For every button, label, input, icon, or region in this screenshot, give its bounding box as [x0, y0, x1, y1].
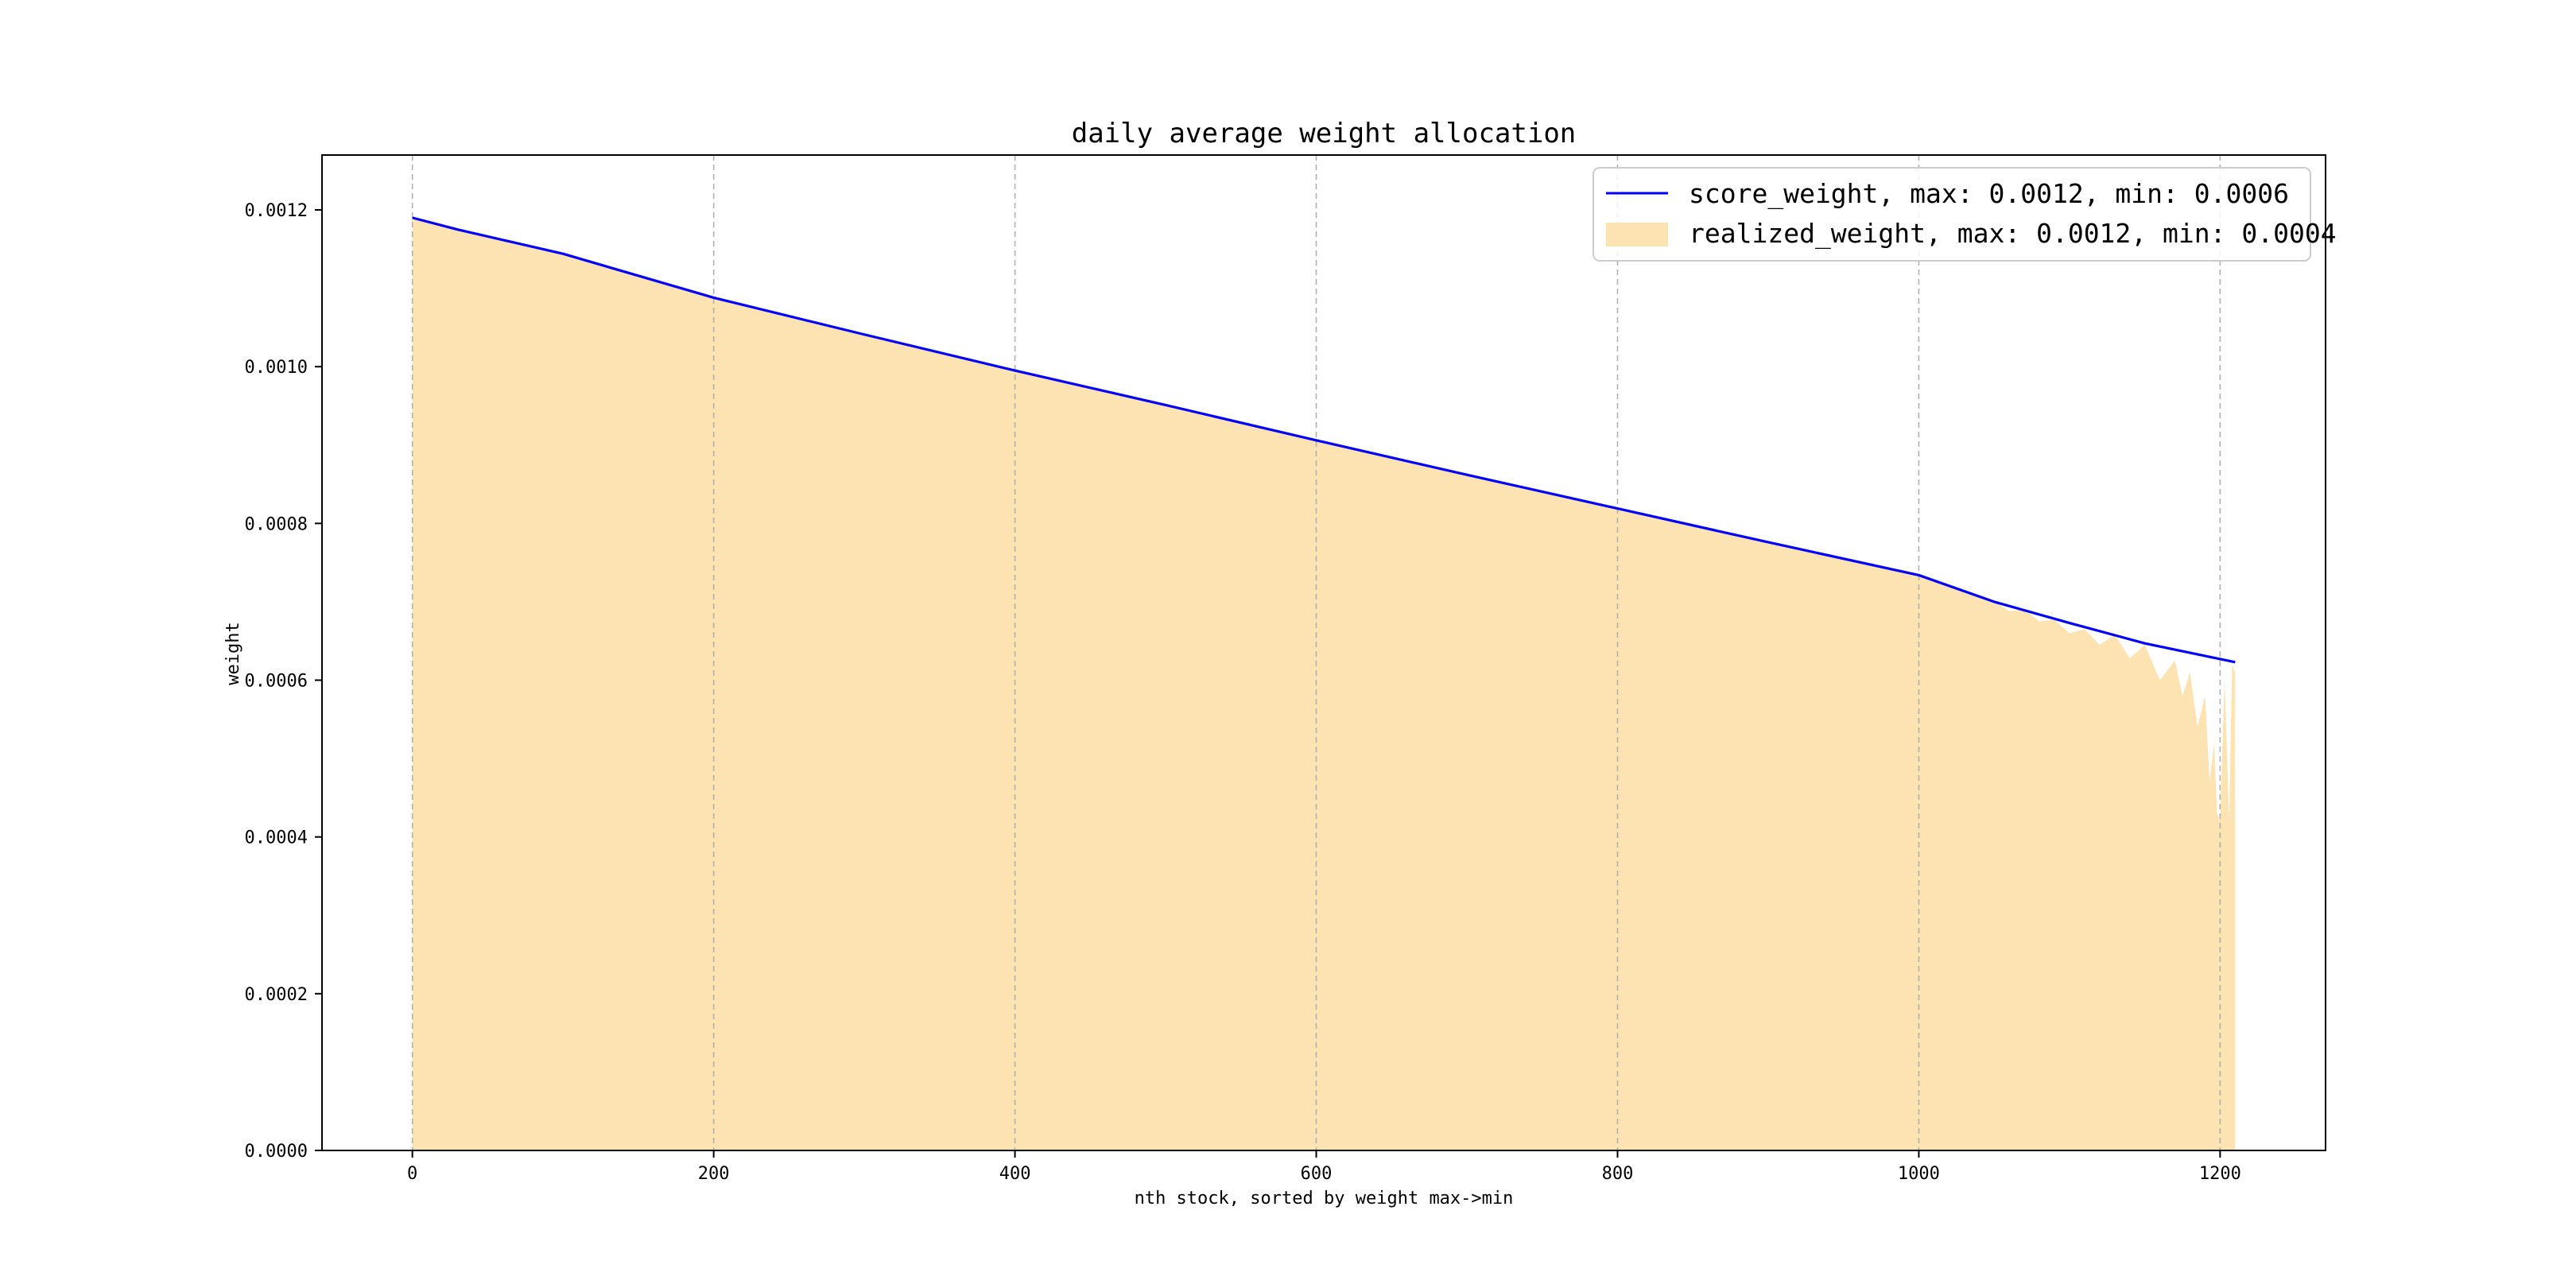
y-tick-label: 0.0012 — [245, 201, 308, 221]
grid-layer — [411, 155, 2221, 1150]
line-layer — [412, 216, 2236, 664]
x-tick-label: 800 — [1602, 1164, 1634, 1184]
legend-area-swatch — [1606, 223, 1668, 246]
y-axis: 0.0000 0.0002 0.0004 0.0006 0.0008 0.0010 0.00… — [245, 201, 322, 1162]
x-tick-label: 1200 — [2199, 1164, 2241, 1184]
legend-box — [1593, 167, 2311, 262]
legend: score_weight, max: 0.0012, min: 0.0006 r… — [1593, 167, 2337, 262]
x-tick-label: 400 — [999, 1164, 1031, 1184]
x-axis: 0 200 400 600 800 1000 1200 — [407, 1150, 2241, 1184]
chart-title: daily average weight allocation — [1072, 118, 1577, 149]
series-score-weight-line — [412, 216, 2236, 664]
series-realized-weight-area — [412, 217, 2236, 1150]
y-tick-label: 0.0008 — [245, 514, 308, 534]
y-tick-label: 0.0000 — [245, 1142, 308, 1162]
y-axis-label: weight — [223, 622, 243, 685]
x-tick-label: 600 — [1301, 1164, 1333, 1184]
y-tick-label: 0.0010 — [245, 358, 308, 378]
y-tick-label: 0.0002 — [245, 985, 308, 1005]
plot-frame — [321, 154, 2326, 1151]
legend-label-score-weight: score_weight, max: 0.0012, min: 0.0006 — [1689, 178, 2289, 210]
x-tick-label: 0 — [407, 1164, 417, 1184]
area-layer — [412, 217, 2236, 1150]
y-tick-label: 0.0006 — [245, 672, 308, 692]
x-axis-label: nth stock, sorted by weight max->min — [1135, 1189, 1514, 1208]
legend-label-realized-weight: realized_weight, max: 0.0012, min: 0.000… — [1689, 218, 2337, 250]
x-tick-label: 200 — [698, 1164, 730, 1184]
x-tick-label: 1000 — [1898, 1164, 1940, 1184]
y-tick-label: 0.0004 — [245, 828, 308, 848]
